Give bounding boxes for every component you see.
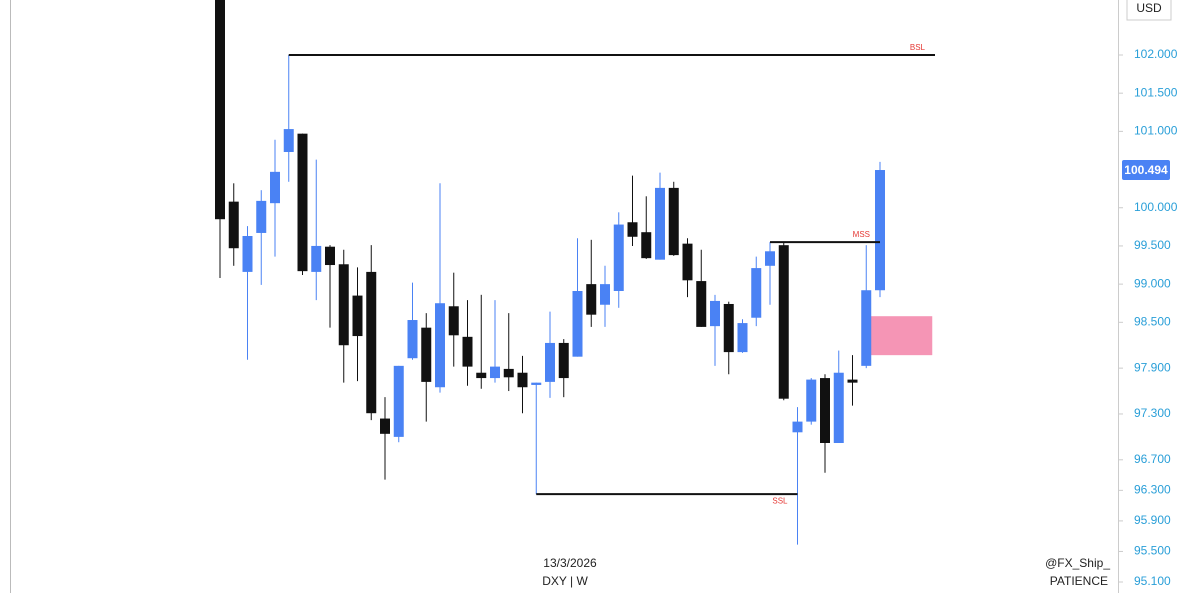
candle-body <box>435 303 445 388</box>
candle-body <box>613 224 624 292</box>
y-tick-label: 101.000 <box>1134 124 1178 138</box>
candle-body <box>283 129 294 152</box>
candle-body <box>806 379 817 422</box>
y-tick-label: 99.500 <box>1134 238 1171 252</box>
candle-body <box>325 246 335 266</box>
candle-body <box>228 201 239 249</box>
candle-body <box>297 133 308 272</box>
currency-box[interactable] <box>1126 0 1172 21</box>
candle-body <box>668 187 679 256</box>
y-tick-label: 95.500 <box>1134 544 1171 558</box>
candle-body <box>311 245 322 272</box>
candle-body <box>751 268 762 318</box>
candle-body <box>490 366 500 379</box>
y-tick-label: 100.000 <box>1134 200 1178 214</box>
candle-body <box>765 251 775 266</box>
candle-body <box>641 232 652 259</box>
candle-body <box>407 320 418 359</box>
candle-body <box>723 303 734 353</box>
candle-body <box>847 379 858 383</box>
candle-body <box>655 187 665 260</box>
candle-body <box>682 243 693 281</box>
candle-body <box>710 300 720 327</box>
candle-body <box>696 281 707 327</box>
candle-body <box>558 342 569 379</box>
y-tick-label: 101.500 <box>1134 85 1178 99</box>
y-tick-label: 102.000 <box>1134 47 1178 61</box>
level-label: MSS <box>853 230 870 239</box>
watermark: @FX_Ship_ <box>1045 556 1110 570</box>
candle-body <box>421 327 432 382</box>
candle-body <box>778 245 789 399</box>
last-price-label: 100.494 <box>1124 163 1168 177</box>
date-label: 13/3/2026 <box>543 556 597 570</box>
candle-body <box>737 323 748 353</box>
y-tick-label: 98.500 <box>1134 314 1171 328</box>
candle-body <box>242 236 253 272</box>
candle-body <box>462 336 473 367</box>
candle-body <box>545 342 555 382</box>
candle-body <box>476 372 487 379</box>
y-tick-label: 95.100 <box>1134 574 1171 588</box>
candle-body <box>586 284 597 315</box>
y-tick-label: 99.000 <box>1134 276 1171 290</box>
candle-body <box>600 284 610 305</box>
candle-body <box>393 365 404 437</box>
level-label: BSL <box>910 43 926 52</box>
zone <box>866 316 933 356</box>
y-tick-label: 97.900 <box>1134 360 1171 374</box>
candle-body <box>380 418 390 434</box>
candle-body <box>820 378 830 443</box>
y-tick-label: 97.300 <box>1134 406 1171 420</box>
candle-body <box>448 306 459 336</box>
candle-body <box>338 264 349 346</box>
last-price-box <box>1122 160 1170 181</box>
y-tick-label: 96.700 <box>1134 452 1171 466</box>
candle-body <box>256 200 267 233</box>
candle-body <box>861 290 872 366</box>
candle-body <box>792 421 803 433</box>
candle-body <box>531 382 542 385</box>
currency: USD <box>1136 1 1162 15</box>
candle-body <box>833 372 844 443</box>
y-tick-label: 95.900 <box>1134 513 1171 527</box>
candle-body <box>215 0 225 220</box>
candle-body <box>352 295 363 337</box>
level-label: SSL <box>772 496 788 505</box>
candle-body <box>503 368 514 378</box>
candle-body <box>875 170 885 291</box>
caption: PATIENCE <box>1050 574 1108 588</box>
candle-body <box>572 291 583 357</box>
y-tick-label: 96.300 <box>1134 483 1171 497</box>
candle-body <box>366 271 377 414</box>
symbol: DXY | W <box>542 574 588 588</box>
candle-body <box>627 222 638 237</box>
candle-body <box>270 171 280 204</box>
candle-body <box>517 372 528 388</box>
